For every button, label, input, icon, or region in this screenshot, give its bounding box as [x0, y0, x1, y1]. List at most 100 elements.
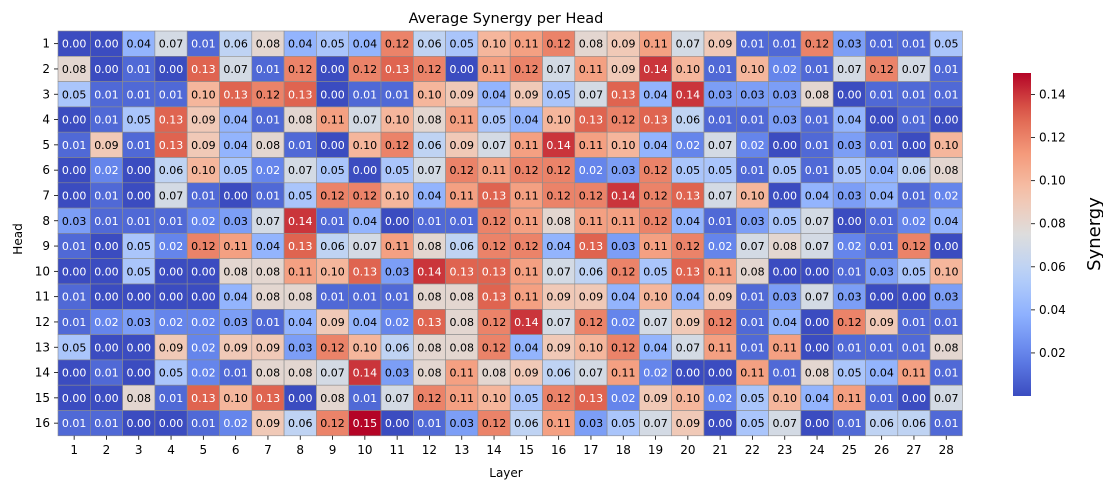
cell-value-label: 0.05	[546, 88, 571, 101]
heatmap-cell	[606, 283, 640, 310]
cell-value-label: 0.03	[773, 114, 798, 127]
cell-value-label: 0.05	[837, 164, 862, 177]
heatmap-cell	[929, 131, 963, 158]
cell-value-label: 0.09	[159, 341, 184, 354]
cell-value-label: 0.01	[869, 341, 894, 354]
cell-value-label: 0.09	[676, 417, 701, 430]
heatmap-cell	[122, 157, 156, 184]
heatmap-cell	[671, 410, 705, 437]
heatmap-cell	[477, 106, 511, 133]
heatmap-cell	[897, 30, 931, 57]
cell-value-label: 0.02	[191, 341, 216, 354]
heatmap-cell	[412, 258, 446, 285]
cell-value-label: 0.02	[902, 215, 927, 228]
cell-value-label: 0.03	[869, 265, 894, 278]
y-tick-label: 6	[42, 163, 50, 177]
heatmap-cell	[57, 55, 91, 82]
heatmap-cells: 0.00 0.00 0.04 0.07 0.01 0.06 0.08 0.04 0.05 0.04…	[57, 30, 963, 437]
x-tick-label: 3	[135, 443, 143, 457]
cell-value-label: 0.03	[611, 240, 636, 253]
cell-value-label: 0.07	[676, 341, 701, 354]
cell-value-label: 0.05	[708, 164, 733, 177]
cell-value-label: 0.09	[611, 63, 636, 76]
cell-value-label: 0.10	[353, 139, 378, 152]
cell-value-label: 0.06	[288, 417, 313, 430]
heatmap-cell	[186, 106, 220, 133]
cell-value-label: 0.05	[320, 38, 345, 51]
heatmap-cell	[542, 106, 576, 133]
heatmap-cell	[639, 30, 673, 57]
heatmap-cell	[445, 233, 479, 259]
cell-value-label: 0.01	[773, 38, 798, 51]
cell-value-label: 0.12	[320, 417, 345, 430]
cell-value-label: 0.08	[579, 38, 604, 51]
heatmap-cell	[735, 207, 769, 234]
cell-value-label: 0.00	[159, 63, 184, 76]
cell-value-label: 0.11	[546, 417, 571, 430]
cell-value-label: 0.12	[482, 240, 507, 253]
cell-value-label: 0.06	[869, 417, 894, 430]
heatmap-cell	[509, 308, 543, 335]
cell-value-label: 0.07	[579, 88, 604, 101]
cell-value-label: 0.09	[320, 316, 345, 329]
cell-value-label: 0.12	[514, 240, 539, 253]
heatmap-cell	[477, 359, 511, 386]
cell-value-label: 0.04	[353, 316, 378, 329]
cell-value-label: 0.15	[353, 417, 378, 430]
cell-value-label: 0.03	[579, 417, 604, 430]
cell-value-label: 0.03	[837, 139, 862, 152]
cell-value-label: 0.12	[450, 164, 475, 177]
x-tick-label: 4	[167, 443, 175, 457]
heatmap-cell	[865, 308, 899, 335]
cell-value-label: 0.05	[482, 114, 507, 127]
heatmap-cell	[316, 157, 349, 184]
heatmap-cell	[703, 182, 737, 209]
cell-value-label: 0.02	[223, 417, 248, 430]
cell-value-label: 0.02	[579, 164, 604, 177]
cell-value-label: 0.07	[773, 417, 798, 430]
heatmap-cell	[865, 182, 899, 209]
heatmap-cell	[154, 233, 188, 259]
heatmap-cell	[57, 106, 91, 133]
heatmap-cell	[671, 258, 705, 285]
cell-value-label: 0.10	[482, 38, 507, 51]
heatmap-cell	[671, 334, 705, 361]
cell-value-label: 0.09	[191, 139, 216, 152]
heatmap-cell	[574, 131, 608, 158]
cell-value-label: 0.11	[611, 215, 636, 228]
cell-value-label: 0.01	[191, 189, 216, 202]
heatmap-cell	[768, 359, 802, 386]
heatmap-cell	[768, 30, 802, 57]
heatmap-cell	[316, 410, 349, 437]
cell-value-label: 0.03	[288, 341, 313, 354]
heatmap-cell	[154, 308, 188, 335]
cell-value-label: 0.11	[450, 189, 475, 202]
heatmap-cell	[219, 30, 253, 57]
cell-value-label: 0.00	[62, 392, 87, 405]
heatmap-cell	[380, 81, 414, 108]
heatmap-cell	[671, 55, 705, 82]
cell-value-label: 0.01	[837, 265, 862, 278]
cell-value-label: 0.01	[288, 139, 313, 152]
cell-value-label: 0.09	[450, 139, 475, 152]
y-tick-label: 11	[35, 290, 50, 304]
heatmap-cell	[90, 410, 123, 437]
cell-value-label: 0.07	[546, 265, 571, 278]
cell-value-label: 0.13	[676, 265, 701, 278]
y-tick-label: 4	[42, 113, 50, 127]
heatmap-cell	[122, 207, 156, 234]
cell-value-label: 0.13	[482, 265, 507, 278]
cell-value-label: 0.00	[127, 367, 152, 380]
cell-value-label: 0.02	[740, 139, 765, 152]
cell-value-label: 0.00	[902, 392, 927, 405]
heatmap-cell	[219, 157, 253, 184]
cell-value-label: 0.00	[934, 114, 959, 127]
cell-value-label: 0.01	[740, 164, 765, 177]
cell-value-label: 0.00	[127, 417, 152, 430]
cell-value-label: 0.02	[191, 367, 216, 380]
heatmap-cell	[251, 384, 285, 411]
cell-value-label: 0.00	[805, 265, 830, 278]
cell-value-label: 0.13	[676, 189, 701, 202]
heatmap-cell	[445, 106, 479, 133]
cell-value-label: 0.13	[288, 240, 313, 253]
